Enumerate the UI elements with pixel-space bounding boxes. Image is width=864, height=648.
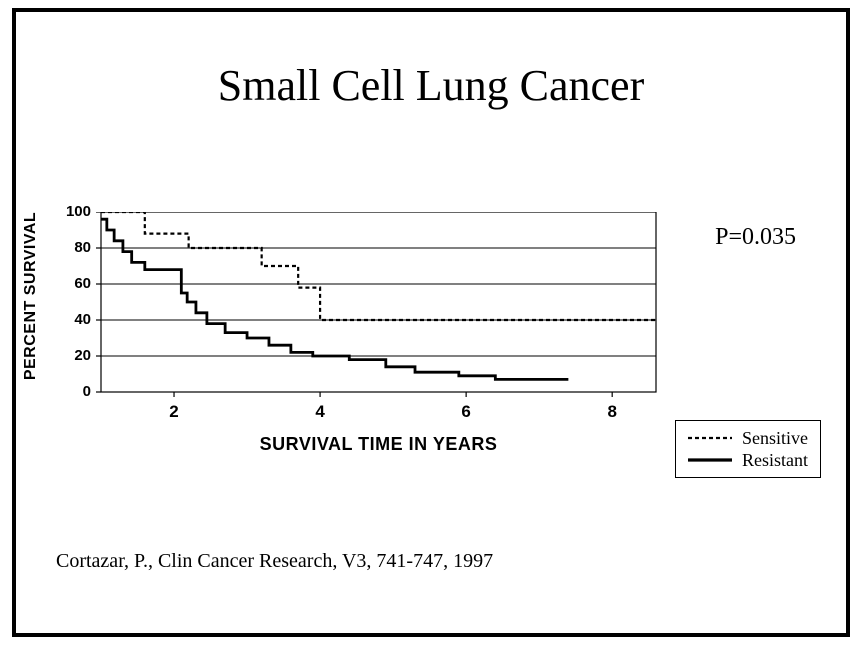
legend-label-resistant: Resistant xyxy=(742,450,808,471)
ytick-label: 40 xyxy=(61,311,91,328)
xtick-label: 6 xyxy=(451,402,481,422)
ytick-label: 20 xyxy=(61,347,91,364)
p-value: P=0.035 xyxy=(715,224,796,251)
legend-label-sensitive: Sensitive xyxy=(742,428,808,449)
survival-chart: PERCENT SURVIVAL SURVIVAL TIME IN YEARS … xyxy=(41,212,671,462)
xtick-label: 2 xyxy=(159,402,189,422)
page-title: Small Cell Lung Cancer xyxy=(16,60,846,111)
y-axis-label: PERCENT SURVIVAL xyxy=(22,196,40,396)
legend-item-sensitive: Sensitive xyxy=(688,427,808,449)
ytick-label: 60 xyxy=(61,275,91,292)
citation: Cortazar, P., Clin Cancer Research, V3, … xyxy=(56,550,493,573)
legend-swatch-sensitive xyxy=(688,429,732,447)
legend-item-resistant: Resistant xyxy=(688,449,808,471)
ytick-label: 0 xyxy=(61,383,91,400)
xtick-label: 8 xyxy=(597,402,627,422)
chart-svg xyxy=(41,212,671,422)
xtick-label: 4 xyxy=(305,402,335,422)
legend: Sensitive Resistant xyxy=(675,420,821,478)
legend-swatch-resistant xyxy=(688,451,732,469)
ytick-label: 80 xyxy=(61,239,91,256)
x-axis-label: SURVIVAL TIME IN YEARS xyxy=(101,434,656,455)
ytick-label: 100 xyxy=(61,203,91,220)
